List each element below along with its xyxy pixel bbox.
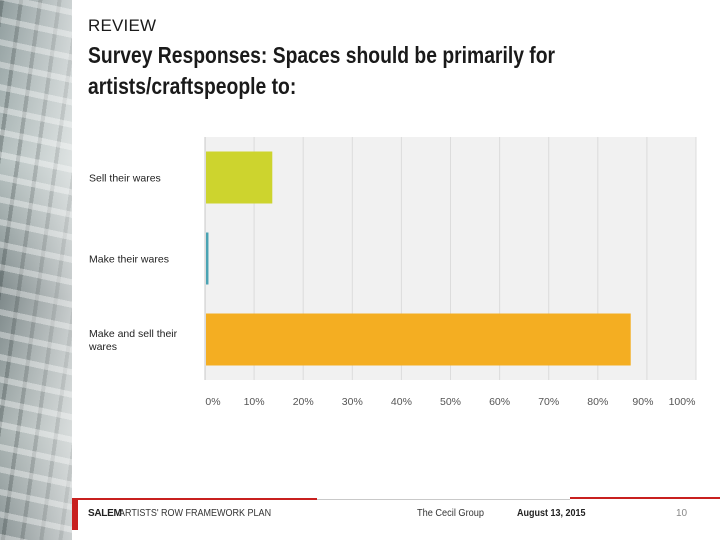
category-label: Sell their wares bbox=[89, 173, 161, 185]
footer-divider-red bbox=[72, 498, 317, 500]
footer-divider-gray bbox=[317, 499, 570, 500]
page-number: 10 bbox=[676, 508, 688, 519]
bar bbox=[206, 232, 209, 285]
x-tick-label: 30% bbox=[342, 396, 363, 408]
x-tick-label: 80% bbox=[587, 396, 608, 408]
category-label: Make and sell their bbox=[89, 328, 178, 340]
category-label: wares bbox=[88, 341, 117, 353]
x-tick-label: 100% bbox=[669, 396, 696, 408]
bar bbox=[206, 313, 631, 366]
footer-subtitle: ARTISTS' ROW FRAMEWORK PLAN bbox=[119, 508, 272, 519]
footer-date: August 13, 2015 bbox=[517, 508, 586, 519]
bar bbox=[206, 151, 273, 204]
footer-firm: The Cecil Group bbox=[417, 508, 484, 519]
section-label: REVIEW bbox=[88, 16, 157, 35]
page-title: Survey Responses: Spaces should be prima… bbox=[88, 42, 556, 99]
category-label: Make their wares bbox=[89, 254, 169, 266]
x-tick-label: 50% bbox=[440, 396, 461, 408]
x-tick-label: 40% bbox=[391, 396, 412, 408]
x-tick-label: 90% bbox=[632, 396, 653, 408]
x-tick-label: 0% bbox=[205, 396, 220, 408]
x-tick-label: 70% bbox=[538, 396, 559, 408]
aerial-photo-strip bbox=[0, 0, 72, 540]
footer-accent-bar bbox=[72, 500, 78, 530]
x-tick-label: 10% bbox=[244, 396, 265, 408]
footer-brand: SALEM bbox=[88, 508, 122, 519]
footer-divider-red-right bbox=[570, 497, 720, 499]
x-tick-label: 60% bbox=[489, 396, 510, 408]
x-tick-label: 20% bbox=[293, 396, 314, 408]
